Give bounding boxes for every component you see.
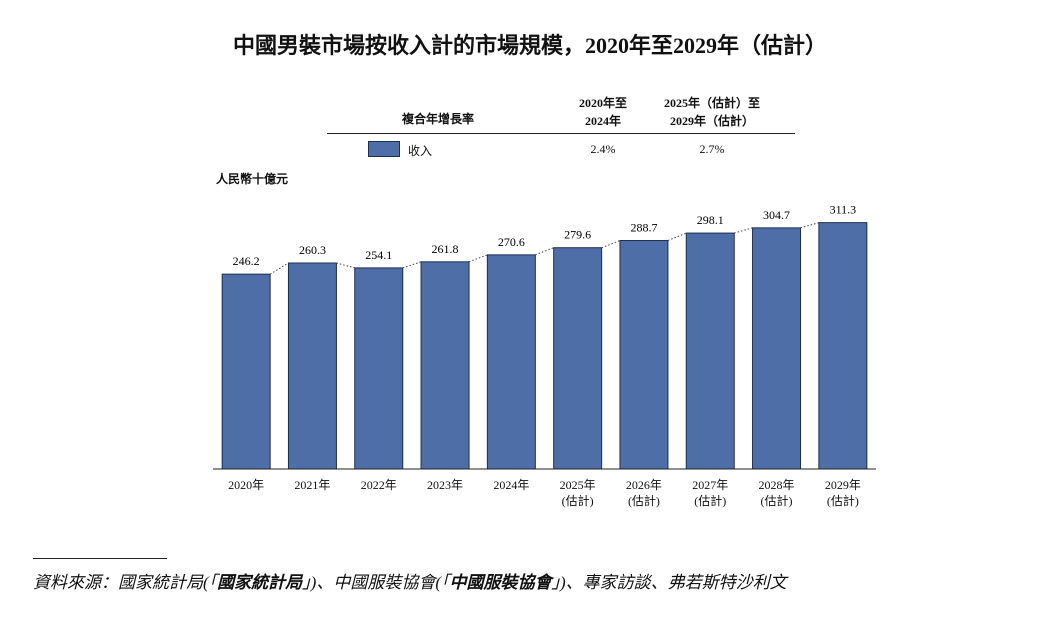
source-text: 資料來源：國家統計局(「 bbox=[33, 573, 218, 592]
x-tick-label: 2027年 (估計) bbox=[692, 478, 729, 508]
x-tick-label: 2020年 bbox=[228, 478, 265, 492]
table-cell: 2.7% bbox=[699, 142, 725, 156]
x-tick-label: 2026年 (估計) bbox=[625, 478, 662, 508]
bar bbox=[752, 227, 802, 470]
table-rule bbox=[327, 133, 795, 134]
legend-swatch bbox=[368, 141, 400, 157]
bar bbox=[486, 254, 536, 470]
table-cell: 2.4% bbox=[590, 142, 616, 156]
data-label: 254.1 bbox=[365, 248, 392, 262]
data-label: 298.1 bbox=[697, 213, 724, 227]
data-label: 261.8 bbox=[432, 242, 459, 256]
y-axis-label: 人民幣十億元 bbox=[216, 172, 289, 186]
connector bbox=[601, 240, 621, 249]
data-label: 279.6 bbox=[564, 228, 591, 242]
data-label: 288.7 bbox=[630, 221, 657, 235]
x-tick-label: 2024年 bbox=[493, 478, 530, 492]
table-header: 複合年增長率 bbox=[401, 112, 474, 126]
bar bbox=[818, 222, 868, 470]
bar bbox=[287, 262, 337, 470]
chart-title: 中國男裝市場按收入計的市場規模，2020年至2029年（估計） bbox=[232, 33, 827, 58]
x-tick-label: 2029年 (估計) bbox=[824, 478, 861, 508]
data-label: 260.3 bbox=[299, 243, 326, 257]
source-text: 中國服裝協會 bbox=[449, 573, 552, 592]
source-text: 」)、專家訪談、弗若斯特沙利文 bbox=[551, 573, 787, 592]
x-tick-label: 2028年 (估計) bbox=[758, 478, 795, 508]
source-rule bbox=[33, 558, 167, 559]
table-row-label: 收入 bbox=[407, 144, 432, 158]
connector bbox=[535, 247, 554, 256]
bar bbox=[685, 232, 735, 470]
connector bbox=[336, 262, 355, 269]
connector bbox=[269, 262, 289, 275]
connector bbox=[402, 261, 422, 269]
source-text: 國家統計局 bbox=[217, 573, 303, 592]
x-tick-label: 2022年 bbox=[360, 478, 397, 492]
bar bbox=[420, 261, 470, 470]
bar bbox=[221, 273, 271, 470]
data-label: 304.7 bbox=[763, 208, 790, 222]
data-label: 270.6 bbox=[498, 235, 525, 249]
bar bbox=[354, 267, 404, 470]
connector bbox=[468, 254, 488, 263]
connector bbox=[800, 222, 819, 229]
x-tick-label: 2025年 (估計) bbox=[559, 478, 596, 508]
data-label: 246.2 bbox=[233, 254, 260, 268]
connector bbox=[734, 227, 753, 234]
table-header: 2025年（估計）至 2029年（估計） bbox=[663, 96, 760, 128]
connector bbox=[667, 232, 687, 241]
table-header: 2020年至 2024年 bbox=[578, 96, 627, 128]
x-tick-label: 2021年 bbox=[294, 478, 331, 492]
x-tick-label: 2023年 bbox=[427, 478, 464, 492]
source-note: 資料來源：國家統計局(「國家統計局」)、中國服裝協會(「中國服裝協會」)、專家訪… bbox=[33, 568, 787, 593]
data-label: 311.3 bbox=[830, 203, 857, 217]
bar bbox=[553, 247, 603, 470]
source-text: 」)、中國服裝協會(「 bbox=[302, 573, 450, 592]
bar bbox=[619, 240, 669, 470]
